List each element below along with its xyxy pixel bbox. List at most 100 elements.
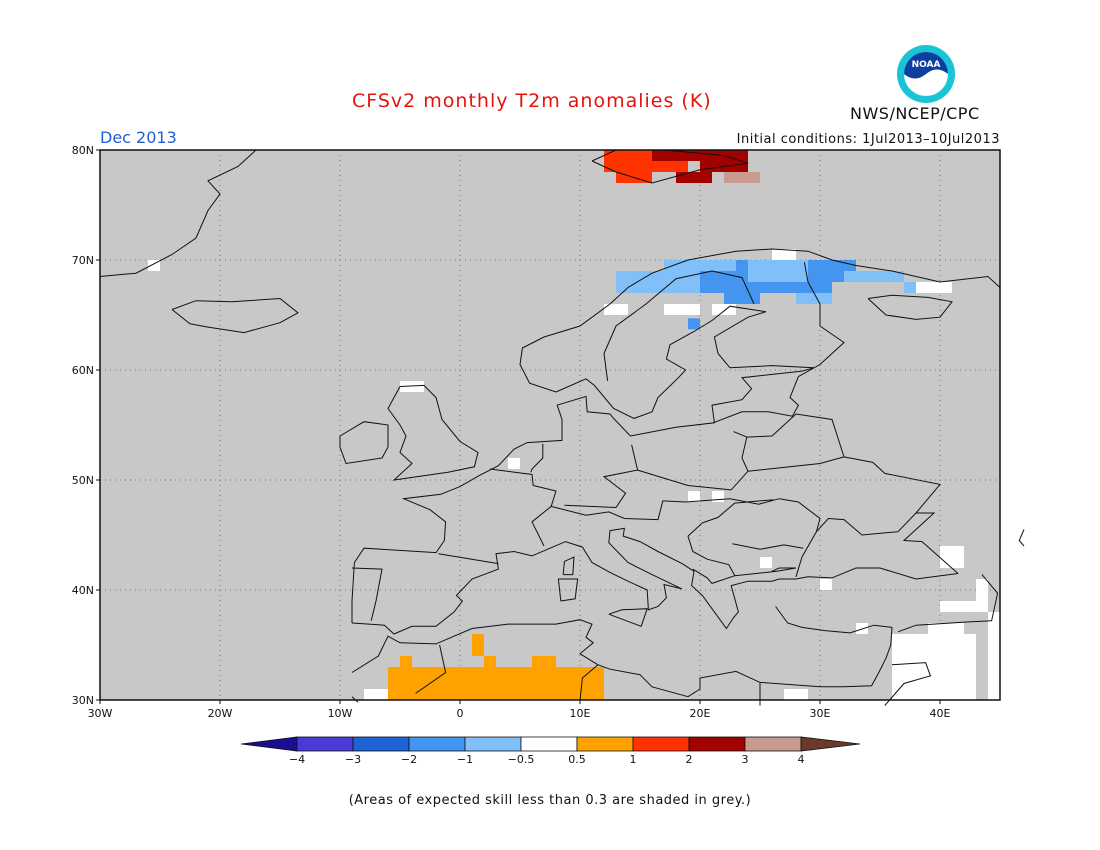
- anomaly-cell: [676, 172, 712, 183]
- legend-label: 0.5: [568, 753, 586, 766]
- lat-tick-label: 60N: [72, 364, 94, 377]
- anomaly-cell: [784, 689, 808, 700]
- coastline: [438, 553, 499, 565]
- legend-swatch: [520, 736, 578, 752]
- anomaly-cell: [844, 271, 904, 282]
- lat-tick-label: 30N: [72, 694, 94, 707]
- anomaly-cell: [916, 282, 952, 293]
- legend-label: 2: [686, 753, 693, 766]
- anomaly-cell: [508, 458, 520, 469]
- coastline: [608, 608, 648, 627]
- legend-label: −4: [289, 753, 305, 766]
- lon-ticks: 30W 20W 10W 0 10E 20E 30E 40E: [88, 700, 951, 720]
- forecast-month: Dec 2013: [100, 128, 177, 147]
- coastline: [551, 498, 731, 521]
- anomaly-cell: [652, 271, 700, 293]
- legend-label: −1: [457, 753, 473, 766]
- anomaly-cell: [688, 491, 700, 502]
- noaa-logo: NOAA: [897, 45, 955, 103]
- anomaly-cell: [760, 557, 772, 568]
- coastline: [99, 149, 257, 277]
- coastline: [713, 376, 800, 424]
- skill-footnote: (Areas of expected skill less than 0.3 a…: [348, 793, 752, 808]
- anomaly-cell: [568, 667, 592, 678]
- coastline: [867, 294, 953, 320]
- lon-tick-label: 10W: [328, 707, 353, 720]
- anomaly-cell: [688, 318, 700, 330]
- anomaly-cell: [400, 381, 424, 392]
- map-gridlines: [100, 150, 1000, 700]
- coastline: [729, 498, 821, 532]
- legend-label: 3: [742, 753, 749, 766]
- lon-tick-label: 20W: [208, 707, 233, 720]
- coastline: [351, 248, 1001, 623]
- lat-tick-label: 80N: [72, 144, 94, 157]
- anomaly-cell: [712, 150, 748, 161]
- coastline: [746, 413, 845, 472]
- lon-tick-label: 30W: [88, 707, 113, 720]
- anomaly-cell: [940, 601, 964, 612]
- color-legend: −4 −3 −2 −1 −0.5 0.5 1 2 3 4: [240, 736, 861, 766]
- anomaly-cell: [412, 667, 448, 689]
- lat-ticks: 30N 40N 50N 60N 70N 80N: [72, 144, 100, 707]
- coastline: [692, 568, 735, 584]
- legend-arrow-low: [240, 736, 298, 752]
- coastline: [603, 270, 755, 382]
- coastline: [687, 606, 893, 698]
- coastline: [732, 543, 804, 550]
- chart-title: CFSv2 monthly T2m anomalies (K): [352, 90, 712, 112]
- legend-label: −0.5: [508, 753, 535, 766]
- coastline: [171, 297, 299, 334]
- coastline: [530, 443, 544, 473]
- coastline: [415, 644, 447, 694]
- lon-tick-label: 10E: [570, 707, 591, 720]
- lon-tick-label: 40E: [930, 707, 951, 720]
- coastline: [897, 574, 999, 633]
- lat-tick-label: 70N: [72, 254, 94, 267]
- coastline: [351, 619, 689, 698]
- coastline: [687, 522, 797, 577]
- anomaly-cell: [712, 304, 736, 315]
- legend-swatch: [632, 736, 690, 752]
- anomaly-cell: [928, 623, 964, 645]
- coastline: [579, 664, 599, 701]
- lat-tick-label: 40N: [72, 584, 94, 597]
- legend-label: −2: [401, 753, 417, 766]
- legend-swatch: [576, 736, 634, 752]
- legend-swatch: [688, 736, 746, 752]
- coastline: [1018, 529, 1025, 547]
- coastline: [489, 468, 557, 547]
- coastline: [339, 421, 389, 465]
- coastline: [843, 456, 941, 514]
- legend-swatch: [744, 736, 802, 752]
- anomaly-cells: [148, 150, 1000, 700]
- anomaly-cell: [664, 304, 700, 315]
- anomaly-cell: [988, 612, 1000, 700]
- anomaly-cell: [964, 601, 988, 612]
- anomaly-cell: [724, 172, 760, 183]
- anomaly-cell: [976, 579, 988, 601]
- legend-label: 4: [798, 753, 805, 766]
- anomaly-cell: [820, 579, 832, 590]
- legend-swatch: [352, 736, 410, 752]
- legend-swatch: [464, 736, 522, 752]
- coastline: [702, 499, 774, 524]
- coastlines: [99, 149, 1025, 706]
- anomaly-cell: [724, 293, 760, 304]
- anomaly-cell: [364, 689, 388, 700]
- map-frame: [99, 149, 1001, 701]
- anomaly-cell: [148, 260, 160, 271]
- lon-tick-label: 20E: [690, 707, 711, 720]
- coastline: [798, 262, 845, 378]
- anomaly-cell: [616, 271, 652, 293]
- coastline: [884, 662, 932, 706]
- anomaly-cell: [772, 249, 796, 260]
- initial-conditions: Initial conditions: 1Jul2013–10Jul2013: [736, 132, 1000, 147]
- legend-swatch: [408, 736, 466, 752]
- logo-text: NOAA: [912, 60, 941, 70]
- coastline: [564, 444, 639, 509]
- anomaly-cell: [940, 546, 964, 568]
- anomaly-cell: [400, 656, 412, 667]
- lon-tick-label: 0: [457, 707, 464, 720]
- coastline: [387, 384, 479, 481]
